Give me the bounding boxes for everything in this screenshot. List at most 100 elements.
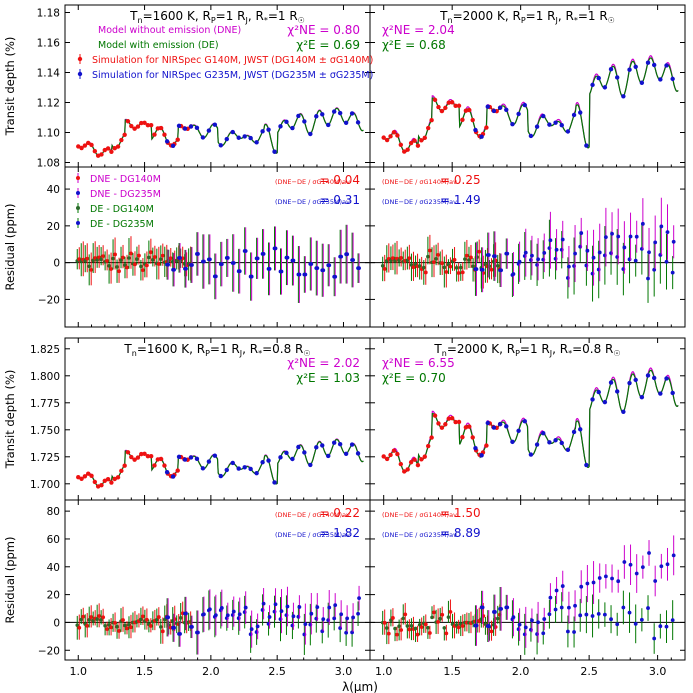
dne-g140m-point <box>395 632 399 637</box>
dne-g235m-point <box>610 231 614 236</box>
de-g140m-point <box>79 617 84 622</box>
g235m-point <box>349 111 355 116</box>
g140m-point <box>95 484 101 489</box>
dne-g235m-point <box>560 584 565 588</box>
de-g235m-point <box>578 613 583 618</box>
g235m-point <box>578 427 583 432</box>
dne-g235m-point <box>315 266 320 270</box>
dne-g235m-point <box>505 251 510 256</box>
de-g235m-point <box>664 624 669 629</box>
dne-g140m-point <box>113 252 117 257</box>
g235m-point <box>296 113 301 119</box>
g235m-point <box>224 467 229 473</box>
g140m-point <box>443 422 448 427</box>
y-tick-label: 80 <box>47 506 60 518</box>
dne-g140m-point <box>403 612 408 617</box>
de-g140m-point <box>127 256 131 260</box>
g140m-point <box>449 100 455 105</box>
dne-g235m-point <box>196 630 200 635</box>
g140m-point <box>86 140 91 146</box>
dne-g235m-point <box>285 255 290 260</box>
g140m-point <box>102 147 107 153</box>
dne-g140m-point <box>419 625 424 630</box>
dne-g235m-point <box>345 616 350 621</box>
g235m-point <box>645 60 651 65</box>
dne-g235m-point <box>255 256 260 261</box>
residual-legend-entry: DE - DG140M <box>90 204 154 215</box>
dne-g140m-point <box>121 618 125 622</box>
g235m-point <box>621 409 626 414</box>
dne-g235m-point <box>493 610 497 614</box>
de-g235m-point <box>652 636 657 641</box>
g140m-point <box>415 462 421 468</box>
panel-title-part: * <box>568 349 572 358</box>
de-g235m-point <box>590 614 595 618</box>
dne-g235m-point <box>196 252 200 256</box>
de-g235m-point <box>344 630 349 635</box>
g235m-point <box>290 456 295 462</box>
g235m-point <box>308 462 313 468</box>
dne-g235m-point <box>249 274 254 279</box>
g235m-point <box>200 135 206 140</box>
g235m-point <box>664 63 669 68</box>
dne-g235m-point <box>297 605 302 609</box>
dne-g235m-point <box>511 615 516 620</box>
y-axis-label: Residual (ppm) <box>3 537 17 624</box>
panel-title: Tn=1600 K, RP=1 RJ, R*=0.8 R☉ <box>123 342 310 358</box>
g235m-point <box>590 397 595 402</box>
de-g140m-point <box>107 623 111 627</box>
dne-g140m-point <box>85 623 90 628</box>
g140m-point <box>82 474 88 479</box>
dne-g235m-point <box>225 613 230 618</box>
dne-g235m-point <box>548 595 553 600</box>
g235m-point <box>188 455 194 460</box>
dne-g235m-point <box>243 605 248 610</box>
panel-title-part: =0.8 R <box>572 342 613 356</box>
g235m-point <box>182 457 188 462</box>
g140m-point <box>426 443 431 449</box>
g235m-point <box>242 134 247 139</box>
g235m-point <box>639 80 645 85</box>
g235m-point <box>615 389 620 394</box>
g235m-point <box>224 136 229 142</box>
legend-entry: Simulation for NIRSpec G235M, JWST (DG23… <box>92 70 373 81</box>
de-g140m-point <box>87 264 91 269</box>
g140m-point <box>129 454 134 460</box>
de-g140m-point <box>442 265 447 270</box>
dne-g140m-point <box>125 626 129 631</box>
panel-title-part: =1600 K, R <box>137 342 205 356</box>
dne-g140m-point <box>432 610 436 615</box>
dne-g235m-point <box>493 254 497 259</box>
ratio-value-red: = 1.50 <box>440 506 481 520</box>
g140m-point <box>112 476 117 482</box>
g235m-point <box>608 67 614 72</box>
dne-g235m-point <box>357 596 361 601</box>
g235m-point <box>633 377 638 383</box>
g140m-point <box>446 416 451 421</box>
panel-title-part: n <box>442 349 447 358</box>
g235m-point <box>651 62 657 68</box>
panel-title-part: T <box>439 9 448 23</box>
g140m-point <box>125 119 131 124</box>
y-tick-label: 20 <box>47 590 60 602</box>
de-g140m-point <box>107 264 111 268</box>
dne-g235m-point <box>231 261 236 265</box>
dne-g140m-point <box>440 612 445 617</box>
g140m-point <box>152 132 157 137</box>
g140m-point <box>405 467 410 472</box>
dne-g235m-point <box>279 609 284 614</box>
g235m-point <box>485 420 490 426</box>
g140m-point <box>152 463 157 468</box>
dne-g140m-point <box>117 629 121 633</box>
g140m-point <box>155 126 161 131</box>
g140m-point <box>405 147 410 152</box>
g235m-point <box>206 459 212 464</box>
g235m-point <box>491 108 497 114</box>
panel-title-part: J <box>549 349 552 358</box>
g235m-point <box>522 102 527 108</box>
dne-g140m-point <box>427 631 432 635</box>
g235m-point <box>272 480 277 485</box>
dne-g235m-point <box>640 565 645 569</box>
dne-g140m-point <box>382 267 387 271</box>
dne-g140m-point <box>160 629 165 634</box>
